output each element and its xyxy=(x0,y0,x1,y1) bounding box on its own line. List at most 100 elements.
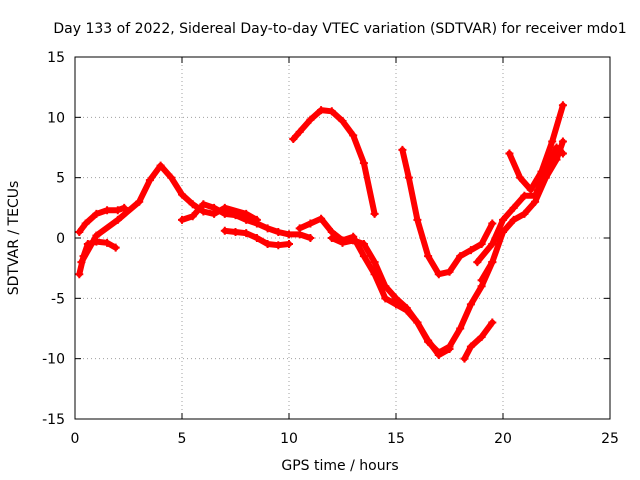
y-axis-label: SDTVAR / TECUs xyxy=(6,181,22,296)
data-point xyxy=(509,215,518,224)
data-point xyxy=(103,206,112,215)
y-tick-label: -15 xyxy=(42,412,65,428)
data-point xyxy=(113,215,122,224)
data-point xyxy=(111,243,120,252)
data-point xyxy=(285,230,293,239)
data-point xyxy=(466,342,475,351)
data-point xyxy=(242,215,251,224)
data-point xyxy=(413,215,422,224)
data-point xyxy=(263,224,272,233)
data-point xyxy=(327,234,336,242)
data-point xyxy=(552,155,561,164)
data-point xyxy=(516,173,525,182)
data-point xyxy=(92,231,101,240)
data-point xyxy=(317,214,326,223)
data-point xyxy=(558,101,567,110)
data-point xyxy=(466,246,475,255)
data-point xyxy=(231,211,240,220)
data-point xyxy=(167,173,176,182)
data-point xyxy=(505,149,514,158)
data-point xyxy=(477,332,486,341)
series-arc-m xyxy=(506,102,566,193)
chart-title: Day 133 of 2022, Sidereal Day-to-day VTE… xyxy=(53,21,626,37)
data-point xyxy=(81,219,90,228)
data-point xyxy=(252,219,261,228)
x-tick-label: 25 xyxy=(601,431,619,447)
data-point xyxy=(499,227,507,236)
data-point xyxy=(92,209,101,218)
axis-ticks: 0 5 10 15 20 25 -15 -10 -5 0 5 10 15 xyxy=(42,50,619,447)
data-point xyxy=(113,206,122,215)
data-point xyxy=(242,229,251,238)
data-point xyxy=(370,209,379,218)
data-point xyxy=(199,200,208,209)
data-point xyxy=(456,252,465,261)
series-arc-j xyxy=(461,319,496,362)
data-series xyxy=(75,101,567,363)
data-point xyxy=(434,270,443,279)
data-point xyxy=(488,240,497,249)
data-point xyxy=(338,116,347,125)
data-point xyxy=(120,203,129,212)
data-point xyxy=(75,227,84,236)
data-point xyxy=(392,294,400,303)
series-arc-f xyxy=(290,107,378,217)
y-tick-label: -10 xyxy=(42,352,65,368)
data-point xyxy=(460,354,469,363)
data-point xyxy=(263,240,272,249)
data-point xyxy=(289,135,298,144)
data-point xyxy=(306,219,315,228)
data-point xyxy=(156,161,165,170)
data-point xyxy=(178,190,186,199)
data-point xyxy=(135,197,144,206)
data-point xyxy=(402,303,411,312)
data-point xyxy=(145,176,154,185)
x-tick-label: 5 xyxy=(178,431,187,447)
data-point xyxy=(306,234,315,242)
data-point xyxy=(359,252,368,261)
data-point xyxy=(520,191,529,200)
data-point xyxy=(520,209,529,218)
data-point xyxy=(548,137,557,146)
data-point xyxy=(531,197,540,206)
data-point xyxy=(317,106,326,115)
data-point xyxy=(327,107,336,116)
x-tick-label: 10 xyxy=(280,431,298,447)
data-point xyxy=(424,337,433,346)
data-point xyxy=(210,203,219,212)
data-point xyxy=(370,258,379,267)
series-arc-i xyxy=(399,146,496,278)
data-point xyxy=(398,145,407,154)
data-point xyxy=(413,318,422,327)
x-tick-label: 20 xyxy=(494,431,512,447)
data-point xyxy=(75,270,84,279)
data-point xyxy=(445,342,454,351)
data-point xyxy=(434,348,443,357)
data-point xyxy=(381,294,390,303)
data-point xyxy=(188,200,197,209)
data-point xyxy=(349,131,358,140)
data-point xyxy=(359,240,368,249)
data-point xyxy=(188,212,197,221)
data-point xyxy=(477,240,486,249)
data-point xyxy=(220,209,229,218)
data-point xyxy=(295,127,304,136)
data-point xyxy=(349,236,358,245)
y-tick-label: 15 xyxy=(47,50,65,66)
data-point xyxy=(274,241,283,250)
data-point xyxy=(466,300,475,309)
data-point xyxy=(359,159,368,168)
data-point xyxy=(424,252,433,261)
data-point xyxy=(404,173,413,182)
data-point xyxy=(477,276,486,285)
x-axis-label: GPS time / hours xyxy=(281,458,398,474)
data-point xyxy=(499,215,507,224)
data-point xyxy=(178,215,186,224)
y-tick-label: 5 xyxy=(56,171,65,187)
data-point xyxy=(381,282,390,291)
data-point xyxy=(473,258,482,267)
y-tick-label: 10 xyxy=(47,110,65,126)
data-point xyxy=(509,203,518,212)
y-tick-label: 0 xyxy=(56,231,65,247)
